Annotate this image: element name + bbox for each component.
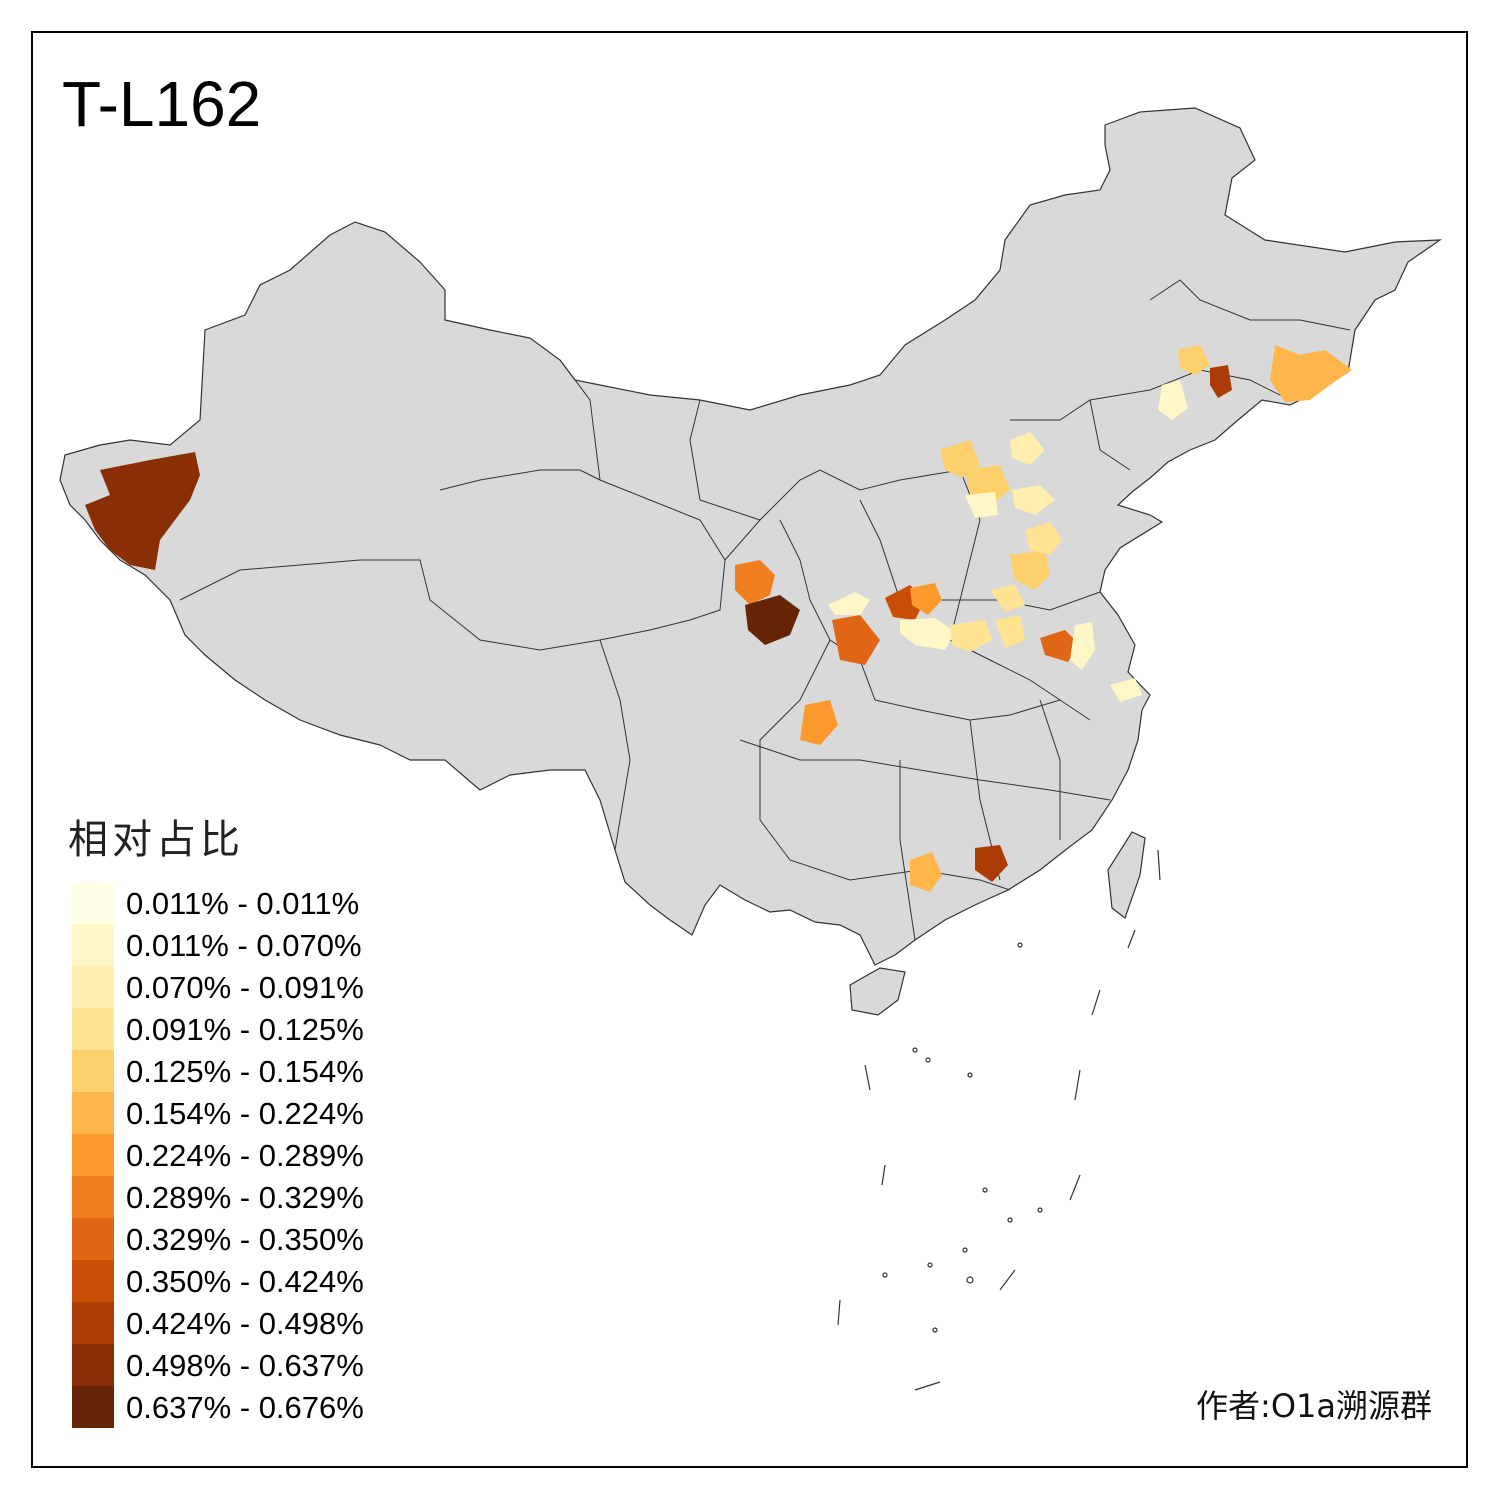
region-qinghai-haidong (735, 560, 775, 605)
legend-swatch (72, 1302, 114, 1344)
legend-label: 0.224% - 0.289% (126, 1138, 364, 1173)
south-sea-islands (837, 849, 1161, 1391)
region-beijing (1010, 432, 1045, 465)
region-jiangsu-south (1110, 678, 1142, 702)
region-gansu-gannan (745, 595, 800, 645)
legend-label: 0.154% - 0.224% (126, 1096, 364, 1131)
region-shandong-west (1010, 550, 1050, 590)
region-jilin-meihekou (1210, 365, 1232, 398)
legend-swatch (72, 1260, 114, 1302)
region-liaoning-tieling (1178, 345, 1210, 375)
author-credit: 作者:O1a溯源群 (1196, 1387, 1432, 1425)
legend-label: 0.011% - 0.011% (126, 886, 360, 921)
region-guangdong-meizhou (975, 845, 1008, 882)
region-jilin-yanbian (1270, 345, 1352, 402)
legend-swatch (72, 1386, 114, 1428)
province-borders (179, 279, 1351, 941)
region-henan-east (995, 615, 1025, 648)
shaded-regions (85, 345, 1352, 892)
region-shandong-heze (990, 585, 1025, 612)
legend-label: 0.424% - 0.498% (126, 1306, 364, 1341)
map-frame (31, 31, 1468, 1468)
legend-swatch (72, 966, 114, 1008)
legend-label: 0.011% - 0.070% (126, 928, 362, 963)
region-tianjin-langfang (1012, 485, 1055, 515)
region-xinjiang-kashgar (85, 452, 200, 570)
legend-label: 0.329% - 0.350% (126, 1222, 364, 1257)
legend-swatch (72, 1176, 114, 1218)
region-hebei-shijiazhuang (965, 492, 998, 518)
map-title: T-L162 (62, 68, 262, 140)
legend-swatch (72, 1008, 114, 1050)
region-shaanxi-yanan (828, 592, 870, 615)
region-shandong-north (1025, 522, 1062, 555)
taiwan-island (1107, 831, 1146, 919)
legend-swatch (72, 882, 114, 924)
legend-swatch (72, 1050, 114, 1092)
hainan-island (849, 967, 906, 1016)
region-liaoning-shenyang (1158, 380, 1188, 420)
legend-swatch (72, 1218, 114, 1260)
legend-label: 0.637% - 0.676% (126, 1390, 364, 1425)
region-guangxi-guilin (910, 852, 942, 892)
legend-swatch (72, 1134, 114, 1176)
region-anhui-bengbu (1040, 630, 1080, 662)
legend-title: 相对占比 (68, 817, 244, 863)
region-sichuan-nanchong (800, 700, 838, 745)
region-hebei-zhangjiakou (940, 440, 980, 478)
region-henan-zhengzhou (950, 620, 992, 652)
legend-swatch (72, 924, 114, 966)
region-henan-luoyang (900, 618, 955, 650)
legend-swatch (72, 1344, 114, 1386)
legend-label: 0.289% - 0.329% (126, 1180, 364, 1215)
region-shanxi-yuncheng (910, 583, 942, 615)
legend-label: 0.498% - 0.637% (126, 1348, 364, 1383)
legend-swatch (72, 1092, 114, 1134)
legend-label: 0.350% - 0.424% (126, 1264, 364, 1299)
legend-label: 0.070% - 0.091% (126, 970, 364, 1005)
region-gansu-tianshui (832, 615, 880, 665)
legend-label: 0.125% - 0.154% (126, 1054, 364, 1089)
region-jiangsu-central (1070, 622, 1095, 670)
china-landmass (59, 107, 1443, 966)
legend-label: 0.091% - 0.125% (126, 1012, 364, 1047)
